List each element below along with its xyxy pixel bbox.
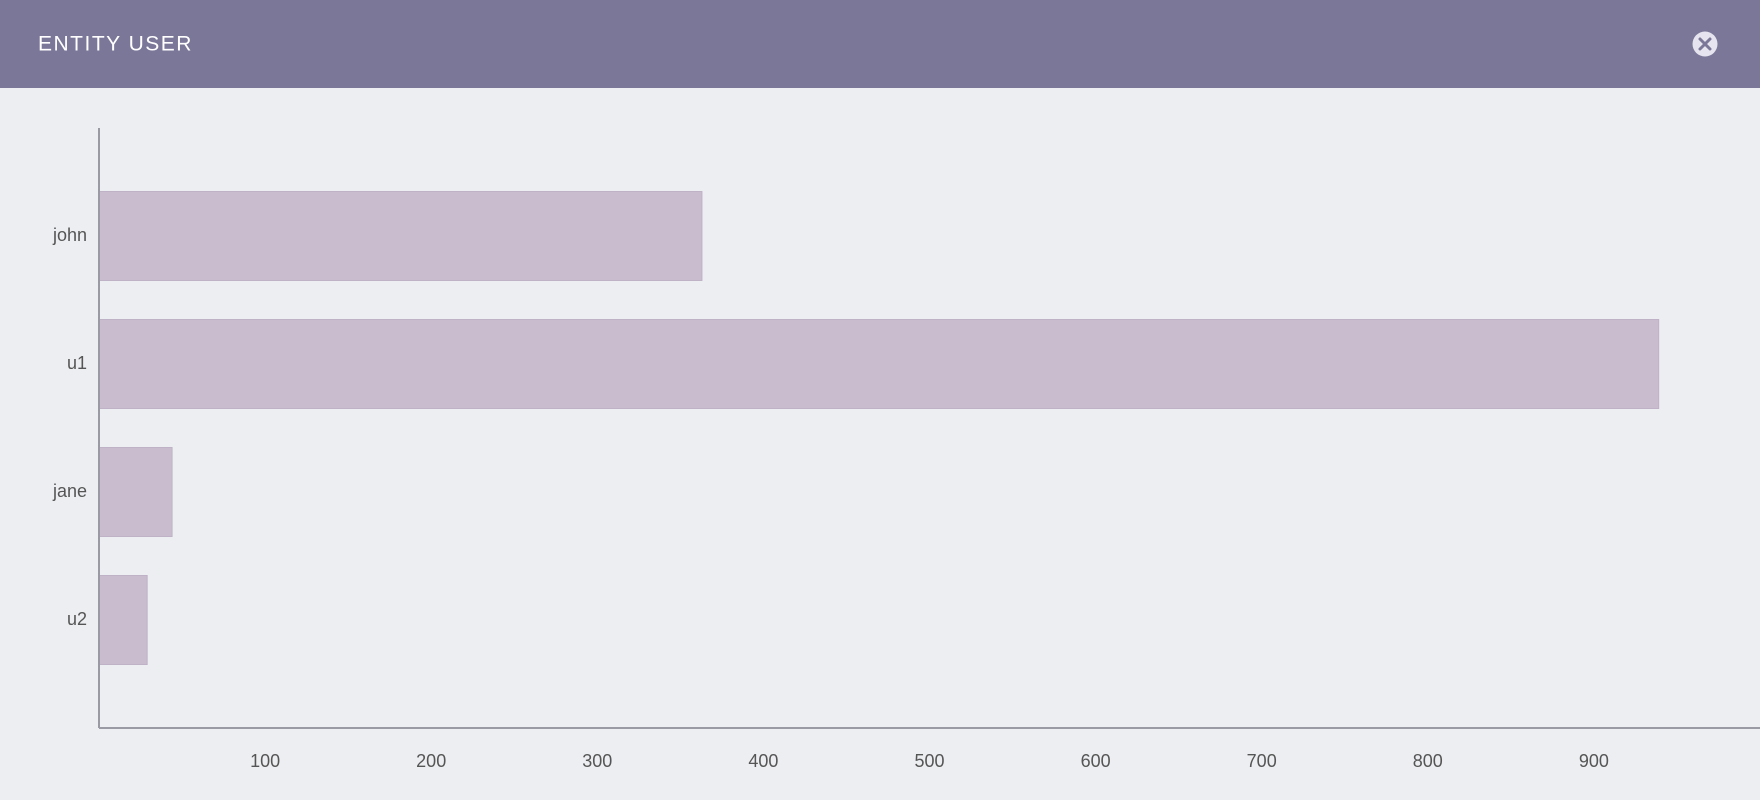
header — [0, 0, 1760, 88]
bar — [98, 447, 173, 537]
x-tick-label: 800 — [1413, 751, 1443, 771]
x-tick-label: 200 — [416, 751, 446, 771]
y-tick-label: john — [52, 225, 87, 245]
plot: john u1 jane u2 100 200 300 400 500 600 700 800 900 — [52, 128, 1760, 771]
bar — [98, 575, 148, 665]
close-button[interactable] — [1692, 31, 1718, 57]
bar — [98, 319, 1660, 409]
bar — [98, 191, 703, 281]
x-tick-label: 700 — [1247, 751, 1277, 771]
x-tick-label: 500 — [914, 751, 944, 771]
close-icon[interactable] — [1698, 37, 1712, 51]
x-tick-label: 100 — [250, 751, 280, 771]
y-tick-label: u2 — [67, 609, 87, 629]
y-tick-label: jane — [52, 481, 87, 501]
header-title: ENTITY USER — [38, 33, 193, 56]
x-tick-label: 300 — [582, 751, 612, 771]
x-tick-label: 900 — [1579, 751, 1609, 771]
y-tick-label: u1 — [67, 353, 87, 373]
x-tick-label: 400 — [748, 751, 778, 771]
x-tick-label: 600 — [1081, 751, 1111, 771]
